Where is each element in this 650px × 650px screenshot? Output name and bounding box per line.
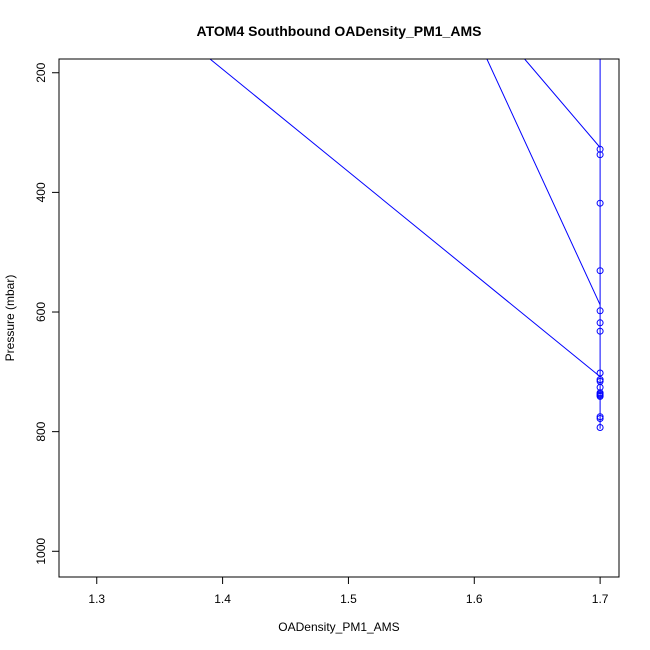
x-tick-label: 1.5 <box>340 592 357 606</box>
data-point <box>596 319 604 327</box>
data-point <box>596 327 604 335</box>
x-tick-label: 1.4 <box>214 592 231 606</box>
x-tick-label: 1.3 <box>88 592 105 606</box>
data-point <box>596 415 604 422</box>
x-tick-label: 1.6 <box>466 592 483 606</box>
data-point <box>596 151 604 159</box>
series-line-segment <box>486 59 601 306</box>
plot-frame <box>58 58 620 578</box>
data-point <box>596 199 604 207</box>
x-axis: 1.3 1.4 1.5 1.6 1.7 <box>88 576 609 606</box>
data-point <box>596 145 604 153</box>
data-point <box>596 307 604 315</box>
data-point <box>596 424 604 431</box>
data-point <box>596 369 604 377</box>
series-line-segment <box>209 59 601 377</box>
y-tick-label: 200 <box>34 62 48 82</box>
y-tick-label: 800 <box>34 421 48 441</box>
y-tick-label: 400 <box>34 182 48 202</box>
data-point <box>596 267 604 275</box>
y-axis: 200 400 600 800 1000 <box>34 62 60 565</box>
y-tick-label: 1000 <box>34 538 48 565</box>
series-line-segment <box>524 59 601 148</box>
y-axis-label: Pressure (mbar) <box>3 275 17 362</box>
chart-title: ATOM4 Southbound OADensity_PM1_AMS <box>197 23 482 39</box>
y-tick-label: 600 <box>34 302 48 322</box>
data-point <box>596 392 604 400</box>
data-point <box>596 383 604 391</box>
plot-area <box>209 59 604 431</box>
x-axis-label: OADensity_PM1_AMS <box>278 620 399 634</box>
x-tick-label: 1.7 <box>592 592 609 606</box>
